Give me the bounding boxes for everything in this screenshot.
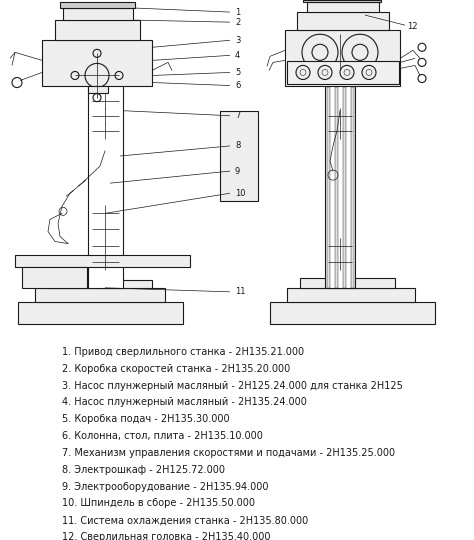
Bar [285, 30, 400, 85]
Bar [327, 86, 330, 288]
Bar [22, 267, 87, 288]
Bar [300, 278, 395, 288]
Text: 3. Насос плунжерный масляный - 2Н125.24.000 для станка 2Н125: 3. Насос плунжерный масляный - 2Н125.24.… [62, 381, 402, 390]
Bar [303, 0, 381, 2]
Bar [55, 20, 140, 40]
Bar [48, 280, 152, 288]
Bar [270, 302, 435, 324]
Text: 5: 5 [235, 68, 240, 77]
Text: 9: 9 [235, 166, 240, 176]
Bar [325, 31, 355, 288]
Text: 10: 10 [235, 188, 246, 198]
Text: 11. Система охлаждения станка - 2Н135.80.000: 11. Система охлаждения станка - 2Н135.80… [62, 515, 308, 525]
Bar [15, 255, 190, 267]
Text: 5. Коробка подач - 2Н135.30.000: 5. Коробка подач - 2Н135.30.000 [62, 414, 229, 424]
Text: 12. Сверлильная головка - 2Н135.40.000: 12. Сверлильная головка - 2Н135.40.000 [62, 532, 270, 540]
Text: 7: 7 [235, 111, 240, 120]
Bar [88, 31, 123, 288]
Bar [287, 288, 415, 302]
Bar [42, 40, 152, 85]
Text: 1. Привод сверлильного станка - 2Н135.21.000: 1. Привод сверлильного станка - 2Н135.21… [62, 347, 304, 357]
Bar [335, 86, 338, 288]
Bar [297, 12, 389, 30]
Bar [88, 85, 108, 92]
Bar [60, 2, 135, 8]
Text: 2: 2 [235, 18, 240, 26]
Text: 8: 8 [235, 141, 240, 151]
Text: 6. Колонна, стол, плита - 2Н135.10.000: 6. Колонна, стол, плита - 2Н135.10.000 [62, 431, 263, 441]
Bar [63, 8, 133, 20]
Text: 9. Электрооборудование - 2Н135.94.000: 9. Электрооборудование - 2Н135.94.000 [62, 482, 268, 491]
Text: 6: 6 [235, 81, 240, 90]
Text: 3: 3 [235, 36, 240, 45]
Text: 4. Насос плунжерный масляный - 2Н135.24.000: 4. Насос плунжерный масляный - 2Н135.24.… [62, 397, 307, 408]
Bar [35, 288, 165, 302]
Bar [343, 86, 346, 288]
Text: 11: 11 [235, 287, 246, 296]
Bar [351, 86, 354, 288]
Text: 2. Коробка скоростей станка - 2Н135.20.000: 2. Коробка скоростей станка - 2Н135.20.0… [62, 364, 290, 374]
Text: 12: 12 [407, 22, 418, 31]
Text: 8. Электрошкаф - 2Н125.72.000: 8. Электрошкаф - 2Н125.72.000 [62, 465, 225, 475]
Text: 10. Шпиндель в сборе - 2Н135.50.000: 10. Шпиндель в сборе - 2Н135.50.000 [62, 498, 255, 509]
Bar [18, 302, 183, 324]
Bar [287, 62, 399, 84]
Text: 7. Механизм управления скоростями и подачами - 2Н135.25.000: 7. Механизм управления скоростями и пода… [62, 448, 395, 458]
Text: 4: 4 [235, 51, 240, 60]
Text: 1: 1 [235, 8, 240, 17]
Bar [220, 111, 258, 201]
Bar [307, 2, 379, 12]
